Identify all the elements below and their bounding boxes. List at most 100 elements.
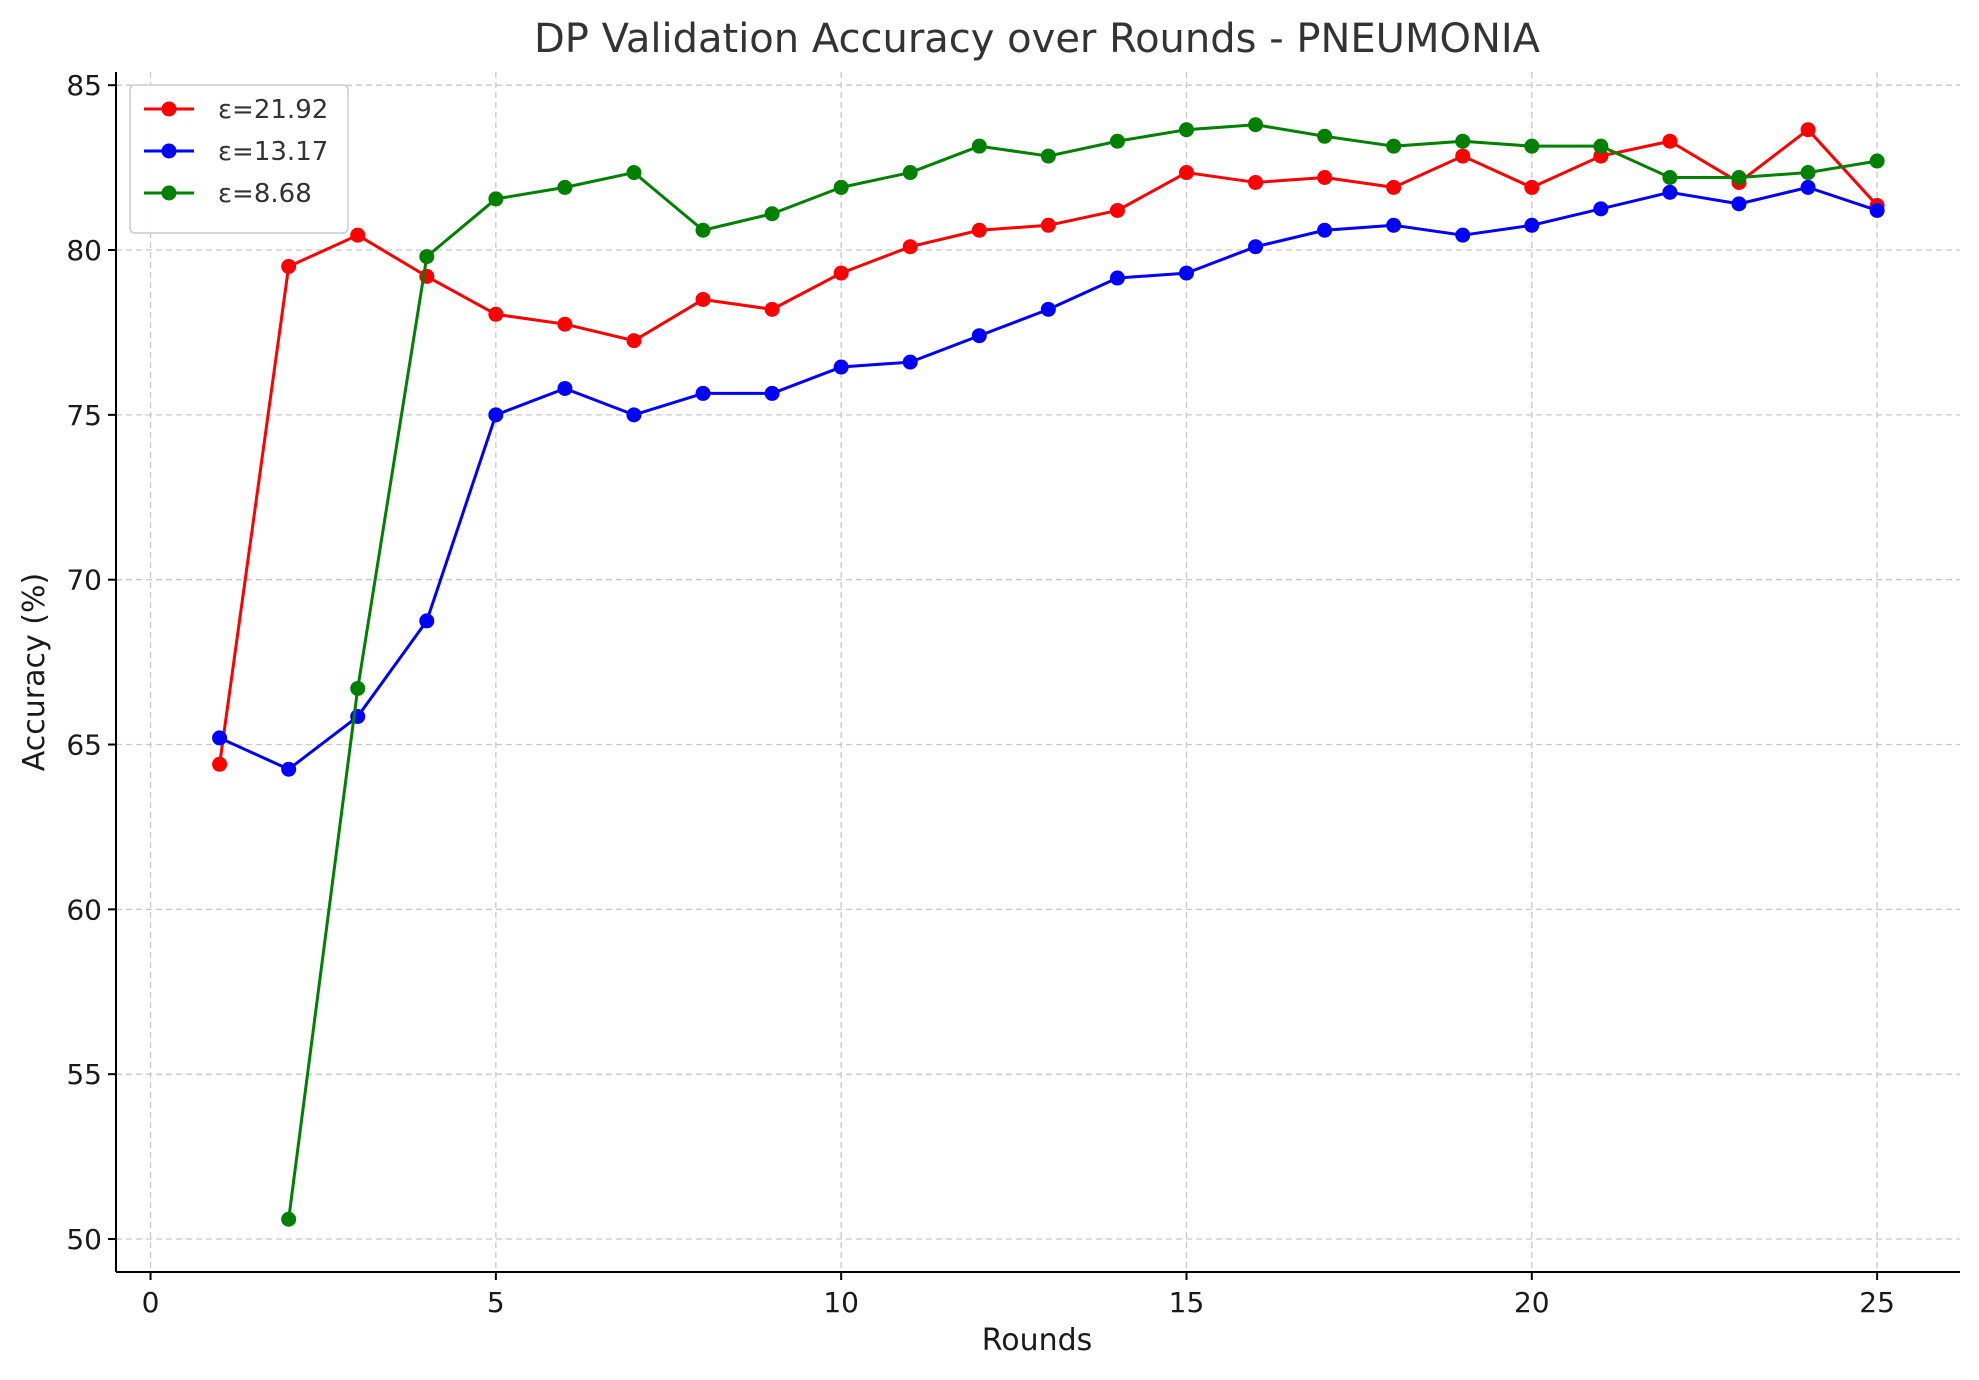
series-3 [281, 117, 1885, 1227]
data-point [626, 165, 642, 181]
y-tick-label: 75 [66, 399, 102, 432]
data-point [1386, 138, 1402, 154]
data-point [1040, 148, 1056, 164]
data-point [1109, 133, 1125, 149]
y-tick-label: 85 [66, 69, 102, 102]
data-point [1248, 239, 1264, 255]
data-point [281, 1211, 297, 1227]
data-point [1317, 128, 1333, 144]
data-point [1800, 179, 1816, 195]
data-point [902, 354, 918, 370]
data-point [1731, 169, 1747, 185]
x-tick-label: 20 [1514, 1286, 1550, 1319]
data-point [1662, 133, 1678, 149]
data-point [1662, 169, 1678, 185]
x-tick-label: 5 [487, 1286, 505, 1319]
data-point [557, 380, 573, 396]
legend-swatch-marker [161, 143, 177, 159]
legend-swatch-marker [161, 185, 177, 201]
data-point [626, 333, 642, 349]
data-point [1386, 179, 1402, 195]
data-point [488, 306, 504, 322]
data-point [626, 407, 642, 423]
data-point [557, 179, 573, 195]
y-tick-label: 60 [66, 893, 102, 926]
y-axis-label: Accuracy (%) [17, 573, 52, 771]
data-point [1109, 270, 1125, 286]
series-1 [212, 122, 1885, 772]
data-point [764, 385, 780, 401]
data-point [1040, 217, 1056, 233]
legend-item: ε=13.17 [144, 137, 328, 167]
data-point [350, 680, 366, 696]
x-tick-label: 0 [142, 1286, 160, 1319]
data-series [212, 117, 1885, 1227]
legend-label: ε=13.17 [218, 137, 328, 167]
data-point [1386, 217, 1402, 233]
y-axis-ticks: 50 55 60 65 70 75 80 85 [66, 69, 116, 1256]
data-point [764, 206, 780, 222]
data-point [1524, 138, 1540, 154]
y-tick-label: 80 [66, 234, 102, 267]
data-point [1455, 227, 1471, 243]
data-point [1593, 201, 1609, 217]
data-point [833, 179, 849, 195]
legend-box [129, 84, 349, 234]
data-point [1109, 202, 1125, 218]
data-point [971, 138, 987, 154]
grid-lines [116, 72, 1960, 1272]
data-point [488, 407, 504, 423]
legend-label: ε=8.68 [218, 179, 312, 209]
data-point [557, 316, 573, 332]
data-point [1800, 165, 1816, 181]
data-point [833, 359, 849, 375]
data-point [902, 165, 918, 181]
data-point [764, 301, 780, 317]
x-axis-label: Rounds [982, 1323, 1093, 1358]
data-point [1248, 174, 1264, 190]
data-point [1317, 222, 1333, 238]
x-axis-ticks: 0 5 10 15 20 25 [142, 1272, 1895, 1319]
x-tick-label: 10 [823, 1286, 859, 1319]
data-point [281, 761, 297, 777]
y-tick-label: 55 [66, 1058, 102, 1091]
y-tick-label: 65 [66, 729, 102, 762]
x-tick-label: 25 [1859, 1286, 1895, 1319]
legend-item: ε=8.68 [144, 179, 312, 209]
series-line [287, 123, 1878, 1220]
y-tick-label: 50 [66, 1223, 102, 1256]
data-point [902, 239, 918, 255]
legend-label: ε=21.92 [218, 95, 328, 125]
data-point [1455, 133, 1471, 149]
data-point [1869, 153, 1885, 169]
data-point [212, 756, 228, 772]
data-point [419, 249, 435, 265]
data-point [1317, 169, 1333, 185]
data-point [695, 291, 711, 307]
data-point [350, 227, 366, 243]
legend-item: ε=21.92 [144, 95, 328, 125]
data-point [212, 730, 228, 746]
data-point [1593, 138, 1609, 154]
legend-swatch-marker [161, 101, 177, 117]
chart-title: DP Validation Accuracy over Rounds - PNE… [534, 16, 1541, 62]
data-point [1524, 217, 1540, 233]
y-tick-label: 70 [66, 564, 102, 597]
data-point [971, 328, 987, 344]
data-point [695, 385, 711, 401]
legend: ε=21.92 ε=13.17 ε=8.68 [129, 84, 349, 234]
data-point [1662, 184, 1678, 200]
axes [115, 72, 1960, 1273]
data-point [1178, 122, 1194, 138]
series-2 [212, 179, 1885, 777]
data-point [281, 259, 297, 275]
data-point [1040, 301, 1056, 317]
data-point [1178, 265, 1194, 281]
data-point [971, 222, 987, 238]
data-point [1455, 148, 1471, 164]
data-point [419, 613, 435, 629]
data-point [1248, 117, 1264, 133]
data-point [833, 265, 849, 281]
data-point [1800, 122, 1816, 138]
